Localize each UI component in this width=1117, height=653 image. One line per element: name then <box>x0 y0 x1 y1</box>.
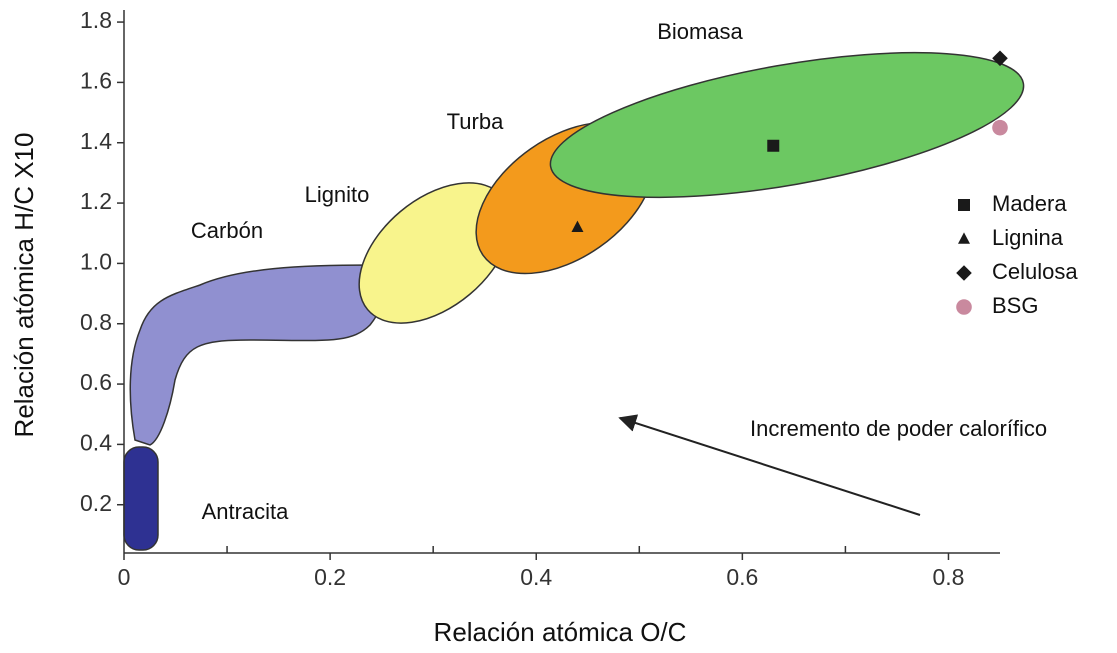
y-tick-label: 0.4 <box>80 429 112 455</box>
y-tick-label: 1.2 <box>80 188 112 214</box>
region-label: Lignito <box>305 182 370 207</box>
antracita-region <box>123 446 159 551</box>
x-tick-label: 0.8 <box>932 564 964 590</box>
region-label: Turba <box>447 109 504 134</box>
legend-marker <box>958 199 970 211</box>
y-tick-label: 1.0 <box>80 248 112 274</box>
y-tick-label: 1.8 <box>80 7 112 33</box>
marker-square <box>767 139 780 152</box>
y-tick-label: 0.8 <box>80 309 112 335</box>
x-tick-label: 0 <box>118 564 131 590</box>
carbon-region <box>129 264 387 446</box>
y-tick-label: 0.6 <box>80 369 112 395</box>
y-tick-label: 1.6 <box>80 67 112 93</box>
x-axis-label: Relación atómica O/C <box>434 617 687 647</box>
marker-diamond <box>992 50 1008 67</box>
marker-triangle <box>571 220 584 232</box>
x-tick-label: 0.6 <box>726 564 758 590</box>
x-tick-label: 0.2 <box>314 564 346 590</box>
y-axis-label: Relación atómica H/C X10 <box>9 133 39 438</box>
legend-marker <box>956 265 972 281</box>
legend-marker <box>956 299 972 315</box>
x-tick-label: 0.4 <box>520 564 552 590</box>
y-tick-label: 1.4 <box>80 128 112 154</box>
legend-label: Lignina <box>992 225 1064 250</box>
legend-label: Madera <box>992 191 1067 216</box>
region-label: Carbón <box>191 218 263 243</box>
region-label: Biomasa <box>657 19 743 44</box>
biomasa-region <box>549 51 1025 199</box>
legend-label: BSG <box>992 293 1038 318</box>
region-label: Antracita <box>202 499 290 524</box>
annotation: Incremento de poder calorífico <box>750 416 1047 441</box>
y-tick-label: 0.2 <box>80 490 112 516</box>
arrow <box>618 414 921 516</box>
legend-marker <box>958 232 970 244</box>
regions <box>123 51 1025 551</box>
legend-label: Celulosa <box>992 259 1078 284</box>
marker-circle <box>992 119 1008 136</box>
